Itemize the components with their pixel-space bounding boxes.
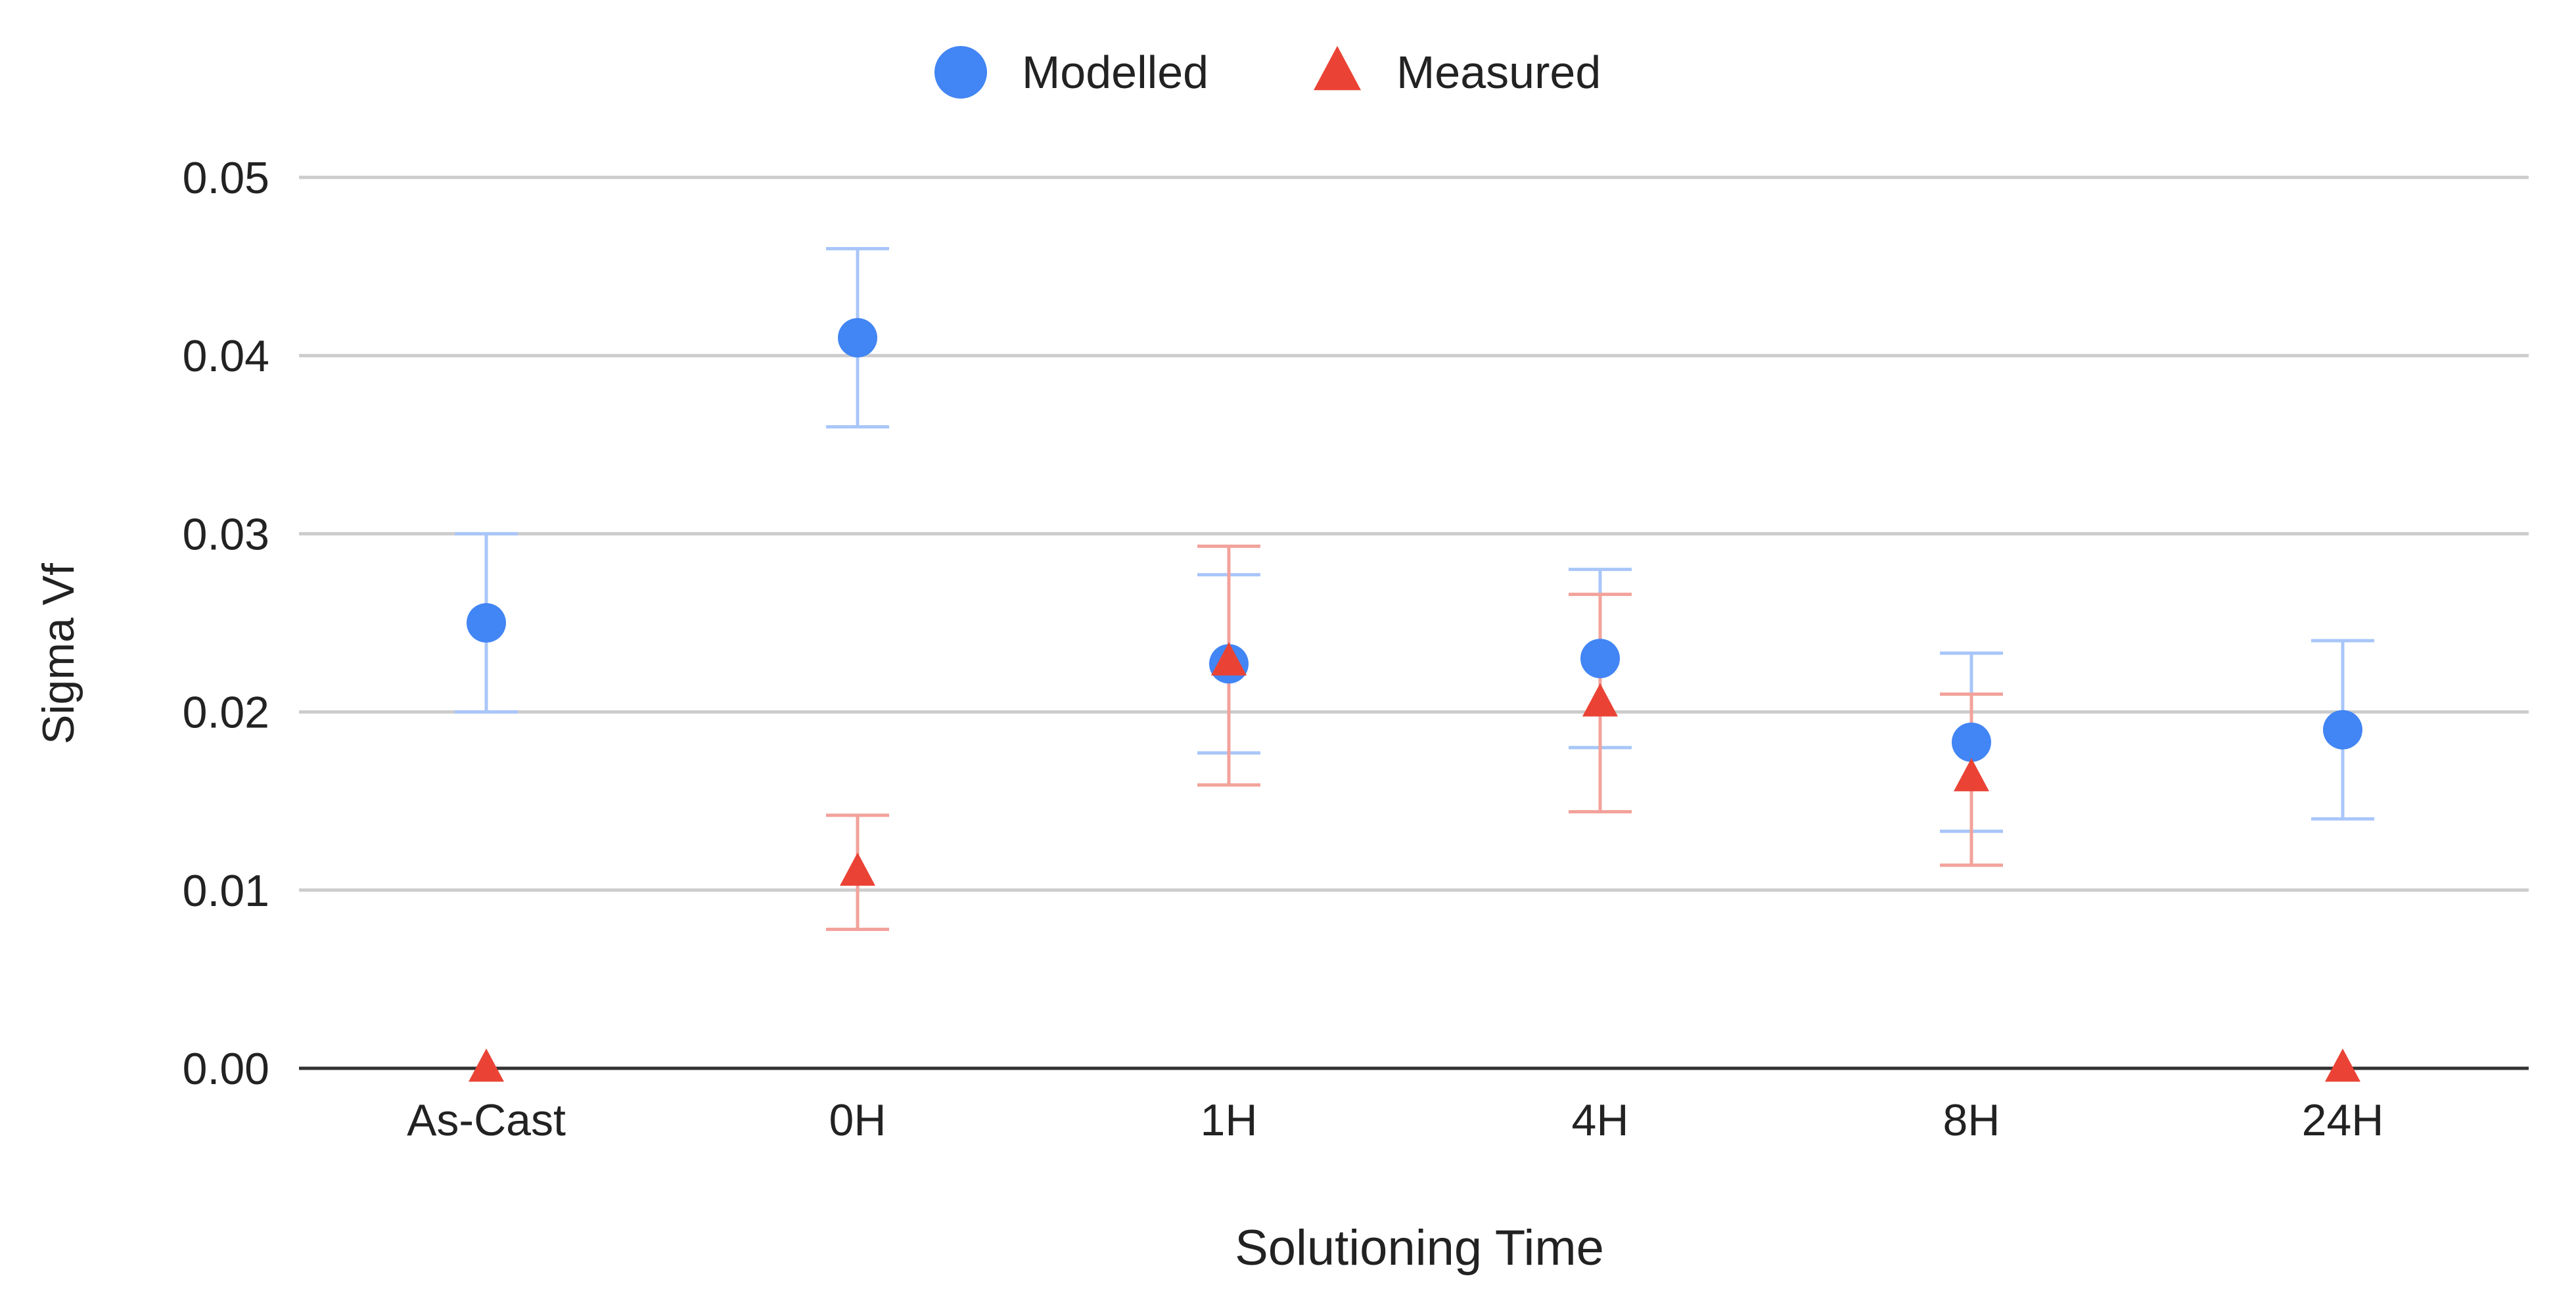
y-tick-label: 0.03 — [183, 509, 269, 559]
legend-modelled-label: Modelled — [1022, 47, 1208, 98]
modelled-point — [838, 318, 877, 358]
x-tick-label: 4H — [1572, 1095, 1629, 1145]
y-tick-label: 0.00 — [183, 1044, 269, 1094]
x-tick-label: As-Cast — [407, 1095, 566, 1145]
modelled-point — [2323, 710, 2362, 750]
x-tick-label: 0H — [829, 1095, 886, 1145]
y-tick-label: 0.04 — [183, 331, 269, 381]
modelled-point — [1952, 722, 1991, 762]
data-markers — [467, 318, 2362, 1082]
x-tick-label: 24H — [2302, 1095, 2384, 1145]
y-tick-label: 0.01 — [183, 866, 269, 916]
gridlines — [299, 175, 2529, 1070]
y-tick-label: 0.02 — [183, 688, 269, 738]
error-bars — [455, 246, 2374, 931]
x-tick-labels: As-Cast 0H 1H 4H 8H 24H — [407, 1095, 2383, 1145]
modelled-point — [467, 603, 506, 643]
y-axis-label: Sigma Vf — [34, 563, 83, 744]
legend-measured-label: Measured — [1396, 47, 1601, 98]
measured-point — [1582, 683, 1618, 717]
legend: Modelled Measured — [934, 45, 1601, 99]
measured-point — [1954, 758, 1989, 792]
y-tick-label: 0.05 — [183, 153, 269, 203]
x-axis-label: Solutioning Time — [1235, 1220, 1604, 1276]
x-tick-label: 1H — [1201, 1095, 1258, 1145]
legend-measured-icon — [1314, 45, 1361, 91]
measured-point — [469, 1048, 504, 1082]
measured-point — [840, 852, 875, 886]
y-tick-labels: 0.00 0.01 0.02 0.03 0.04 0.05 — [183, 153, 269, 1094]
legend-modelled-icon — [934, 46, 987, 99]
modelled-point — [1580, 639, 1620, 679]
measured-point — [1211, 642, 1247, 676]
measured-point — [2325, 1048, 2360, 1082]
x-tick-label: 8H — [1943, 1095, 2000, 1145]
